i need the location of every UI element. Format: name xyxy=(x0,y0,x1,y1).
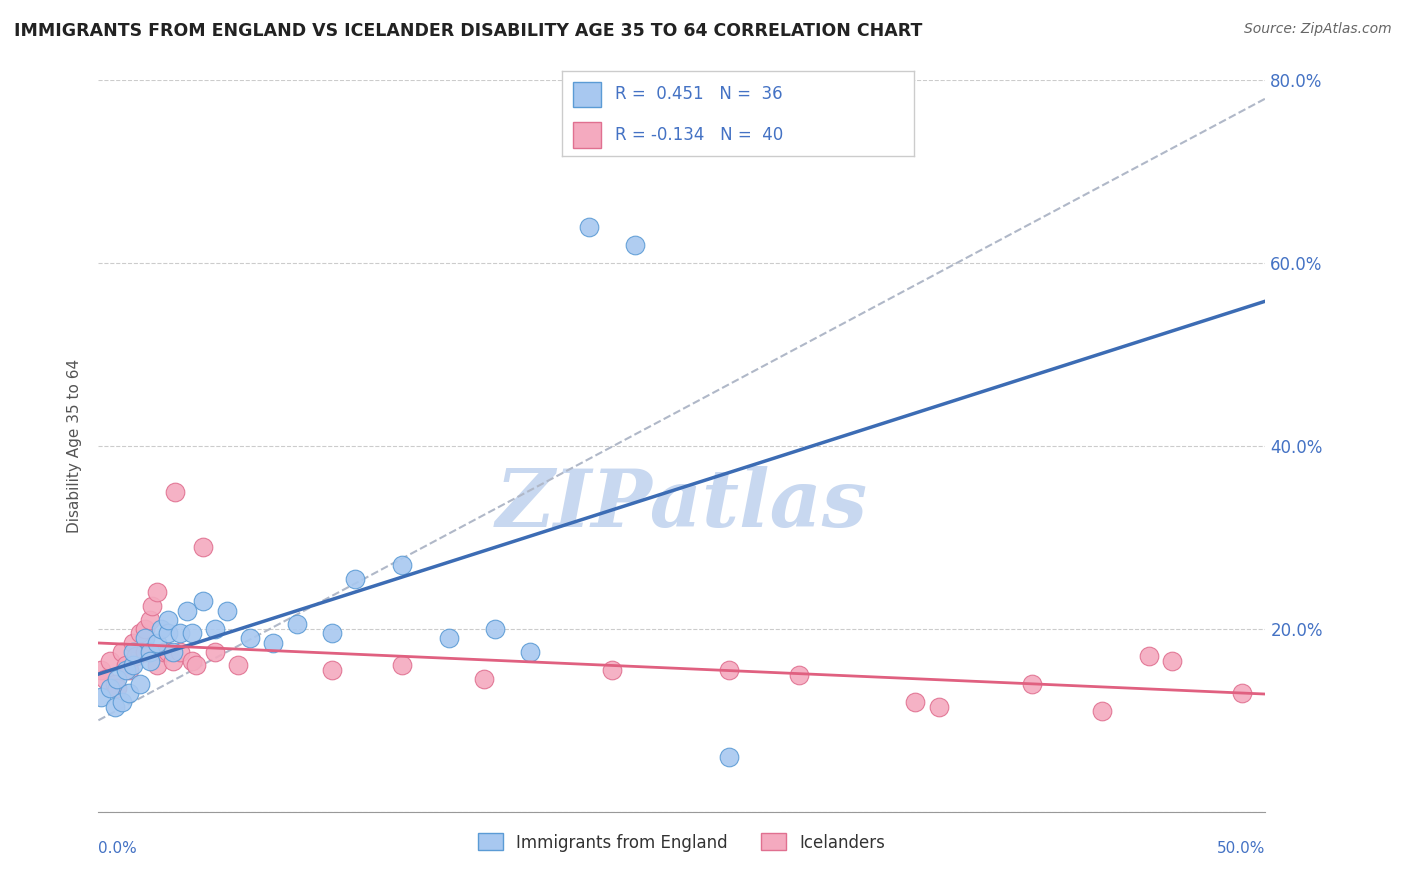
Point xyxy=(162,645,184,659)
Point xyxy=(391,658,413,673)
Point xyxy=(134,622,156,636)
Point xyxy=(321,626,343,640)
Point xyxy=(165,484,187,499)
Point xyxy=(122,635,145,649)
Point xyxy=(150,622,173,636)
Legend: Immigrants from England, Icelanders: Immigrants from England, Icelanders xyxy=(471,827,893,858)
Text: 0.0%: 0.0% xyxy=(98,841,138,856)
Point xyxy=(134,645,156,659)
Point xyxy=(129,626,152,640)
Point xyxy=(111,645,134,659)
Text: IMMIGRANTS FROM ENGLAND VS ICELANDER DISABILITY AGE 35 TO 64 CORRELATION CHART: IMMIGRANTS FROM ENGLAND VS ICELANDER DIS… xyxy=(14,22,922,40)
Point xyxy=(904,695,927,709)
Point xyxy=(437,631,460,645)
Point xyxy=(141,599,163,613)
Point xyxy=(118,686,141,700)
Point xyxy=(204,622,226,636)
Point xyxy=(787,667,810,681)
FancyBboxPatch shape xyxy=(574,122,602,147)
Point xyxy=(146,658,169,673)
Point xyxy=(285,617,308,632)
Point xyxy=(204,645,226,659)
Point xyxy=(146,635,169,649)
Point xyxy=(104,699,127,714)
Point xyxy=(239,631,262,645)
Point xyxy=(115,658,138,673)
Point xyxy=(193,594,215,608)
Point xyxy=(152,645,174,659)
Text: Source: ZipAtlas.com: Source: ZipAtlas.com xyxy=(1244,22,1392,37)
Point xyxy=(717,749,740,764)
Point xyxy=(115,663,138,677)
Point xyxy=(125,649,148,664)
Point xyxy=(111,695,134,709)
Point xyxy=(472,672,495,686)
Point xyxy=(1091,704,1114,718)
FancyBboxPatch shape xyxy=(574,81,602,107)
Point xyxy=(228,658,250,673)
Point xyxy=(1230,686,1253,700)
Point xyxy=(139,613,162,627)
Point xyxy=(578,219,600,234)
Text: R =  0.451   N =  36: R = 0.451 N = 36 xyxy=(616,86,783,103)
Point xyxy=(139,654,162,668)
Point xyxy=(186,658,208,673)
Point xyxy=(90,690,112,705)
Point xyxy=(129,676,152,690)
Point xyxy=(1021,676,1043,690)
Point xyxy=(391,558,413,572)
Point xyxy=(1161,654,1184,668)
Point xyxy=(484,622,506,636)
Point xyxy=(1137,649,1160,664)
Point xyxy=(928,699,950,714)
Point xyxy=(90,663,112,677)
Point xyxy=(157,613,180,627)
Point xyxy=(321,663,343,677)
Text: 50.0%: 50.0% xyxy=(1218,841,1265,856)
Point xyxy=(215,603,238,617)
Point xyxy=(169,626,191,640)
Text: ZIPatlas: ZIPatlas xyxy=(496,466,868,543)
Point xyxy=(624,238,647,252)
Point xyxy=(122,645,145,659)
Point xyxy=(344,572,367,586)
Point xyxy=(105,681,128,696)
Point xyxy=(139,645,162,659)
Point xyxy=(98,681,121,696)
Point xyxy=(180,654,202,668)
Point xyxy=(98,654,121,668)
Text: R = -0.134   N =  40: R = -0.134 N = 40 xyxy=(616,126,783,144)
Point xyxy=(262,635,284,649)
Point xyxy=(717,663,740,677)
Point xyxy=(169,645,191,659)
Point xyxy=(176,603,198,617)
Point xyxy=(600,663,623,677)
Point xyxy=(193,540,215,554)
Point xyxy=(118,663,141,677)
Y-axis label: Disability Age 35 to 64: Disability Age 35 to 64 xyxy=(67,359,83,533)
Point xyxy=(104,676,127,690)
Point xyxy=(519,645,541,659)
Point xyxy=(157,626,180,640)
Point xyxy=(162,654,184,668)
Point xyxy=(122,658,145,673)
Point xyxy=(180,626,202,640)
Point xyxy=(146,585,169,599)
Point xyxy=(94,672,117,686)
Point xyxy=(134,631,156,645)
Point xyxy=(157,645,180,659)
Point xyxy=(105,672,128,686)
